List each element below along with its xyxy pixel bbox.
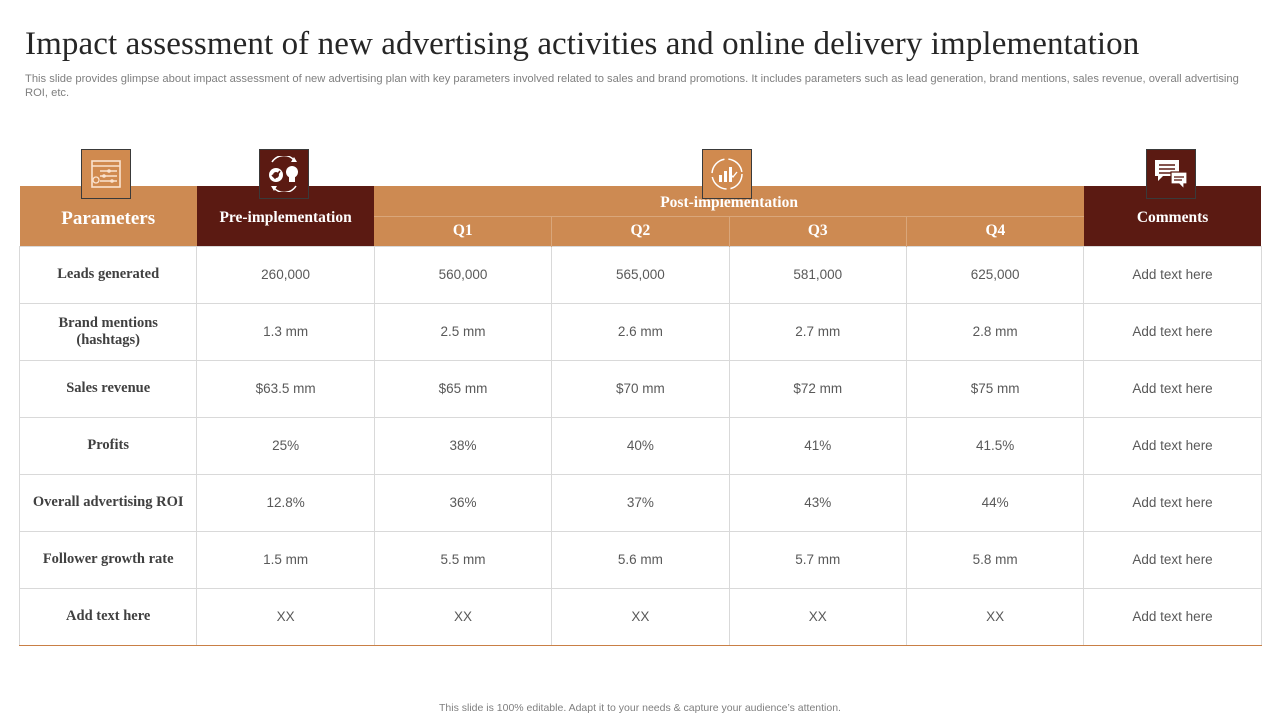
row-comment: Add text here xyxy=(1083,359,1262,418)
header-q2: Q2 xyxy=(551,215,730,246)
row-q2-value: 565,000 xyxy=(551,245,730,304)
page-title: Impact assessment of new advertising act… xyxy=(25,26,1140,62)
footer-note: This slide is 100% editable. Adapt it to… xyxy=(439,702,841,714)
row-q4-value: 44% xyxy=(905,473,1085,532)
row-q1-value: 36% xyxy=(373,473,553,532)
row-q4-value: 41.5% xyxy=(905,416,1085,475)
row-q2-value: $70 mm xyxy=(551,359,730,418)
row-pre-value: XX xyxy=(196,587,375,646)
gears-lightbulb-icon xyxy=(259,149,309,199)
header-q3: Q3 xyxy=(728,215,907,246)
row-q3-value: 5.7 mm xyxy=(728,530,907,589)
row-q1-value: 560,000 xyxy=(373,245,553,304)
row-q3-value: 2.7 mm xyxy=(728,302,907,361)
growth-chart-icon xyxy=(702,149,752,199)
header-q1: Q1 xyxy=(374,215,552,246)
row-q4-value: 2.8 mm xyxy=(905,302,1085,361)
row-comment: Add text here xyxy=(1083,530,1262,589)
table-row: Add text here XX XX XX XX XX Add text he… xyxy=(18,587,1262,646)
impact-assessment-table: Parameters Pre-implementation Post-imple… xyxy=(18,186,1262,646)
row-comment: Add text here xyxy=(1083,302,1262,361)
row-q2-value: 5.6 mm xyxy=(551,530,730,589)
row-q2-value: 40% xyxy=(551,416,730,475)
row-parameter: Brand mentions (hashtags) xyxy=(18,302,198,361)
row-parameter: Leads generated xyxy=(18,245,198,304)
header-pre-implementation: Pre-implementation xyxy=(196,186,375,246)
row-parameter: Add text here xyxy=(18,587,198,646)
row-q1-value: $65 mm xyxy=(373,359,553,418)
row-q3-value: XX xyxy=(728,587,907,646)
settings-sliders-icon xyxy=(81,149,131,199)
table-row: Overall advertising ROI 12.8% 36% 37% 43… xyxy=(18,473,1262,532)
row-q3-value: 41% xyxy=(728,416,907,475)
row-comment: Add text here xyxy=(1083,245,1262,304)
row-pre-value: 260,000 xyxy=(196,245,375,304)
row-q3-value: 43% xyxy=(728,473,907,532)
row-q4-value: $75 mm xyxy=(905,359,1085,418)
row-q1-value: 38% xyxy=(373,416,553,475)
row-parameter: Follower growth rate xyxy=(18,530,198,589)
row-q4-value: 625,000 xyxy=(905,245,1085,304)
row-pre-value: 1.5 mm xyxy=(196,530,375,589)
table-row: Follower growth rate 1.5 mm 5.5 mm 5.6 m… xyxy=(18,530,1262,589)
table-row: Leads generated 260,000 560,000 565,000 … xyxy=(18,245,1262,304)
row-q3-value: $72 mm xyxy=(728,359,907,418)
row-pre-value: 25% xyxy=(196,416,375,475)
row-q4-value: 5.8 mm xyxy=(905,530,1085,589)
row-comment: Add text here xyxy=(1083,473,1262,532)
header-q4: Q4 xyxy=(905,215,1084,246)
chat-bubbles-icon xyxy=(1146,149,1196,199)
row-parameter: Overall advertising ROI xyxy=(18,473,198,532)
row-q4-value: XX xyxy=(905,587,1085,646)
table-row: Profits 25% 38% 40% 41% 41.5% Add text h… xyxy=(18,416,1262,475)
row-pre-value: $63.5 mm xyxy=(196,359,375,418)
row-comment: Add text here xyxy=(1083,416,1262,475)
row-q2-value: XX xyxy=(551,587,730,646)
table-row: Sales revenue $63.5 mm $65 mm $70 mm $72… xyxy=(18,359,1262,418)
row-q2-value: 2.6 mm xyxy=(551,302,730,361)
row-comment: Add text here xyxy=(1083,587,1262,646)
page-subtitle: This slide provides glimpse about impact… xyxy=(25,73,1239,99)
table-row: Brand mentions (hashtags) 1.3 mm 2.5 mm … xyxy=(18,302,1262,361)
row-q1-value: 2.5 mm xyxy=(373,302,553,361)
row-q1-value: 5.5 mm xyxy=(373,530,553,589)
row-q3-value: 581,000 xyxy=(728,245,907,304)
row-q2-value: 37% xyxy=(551,473,730,532)
row-pre-value: 1.3 mm xyxy=(196,302,375,361)
row-parameter: Profits xyxy=(18,416,198,475)
row-pre-value: 12.8% xyxy=(196,473,375,532)
row-q1-value: XX xyxy=(373,587,553,646)
row-parameter: Sales revenue xyxy=(18,359,198,418)
